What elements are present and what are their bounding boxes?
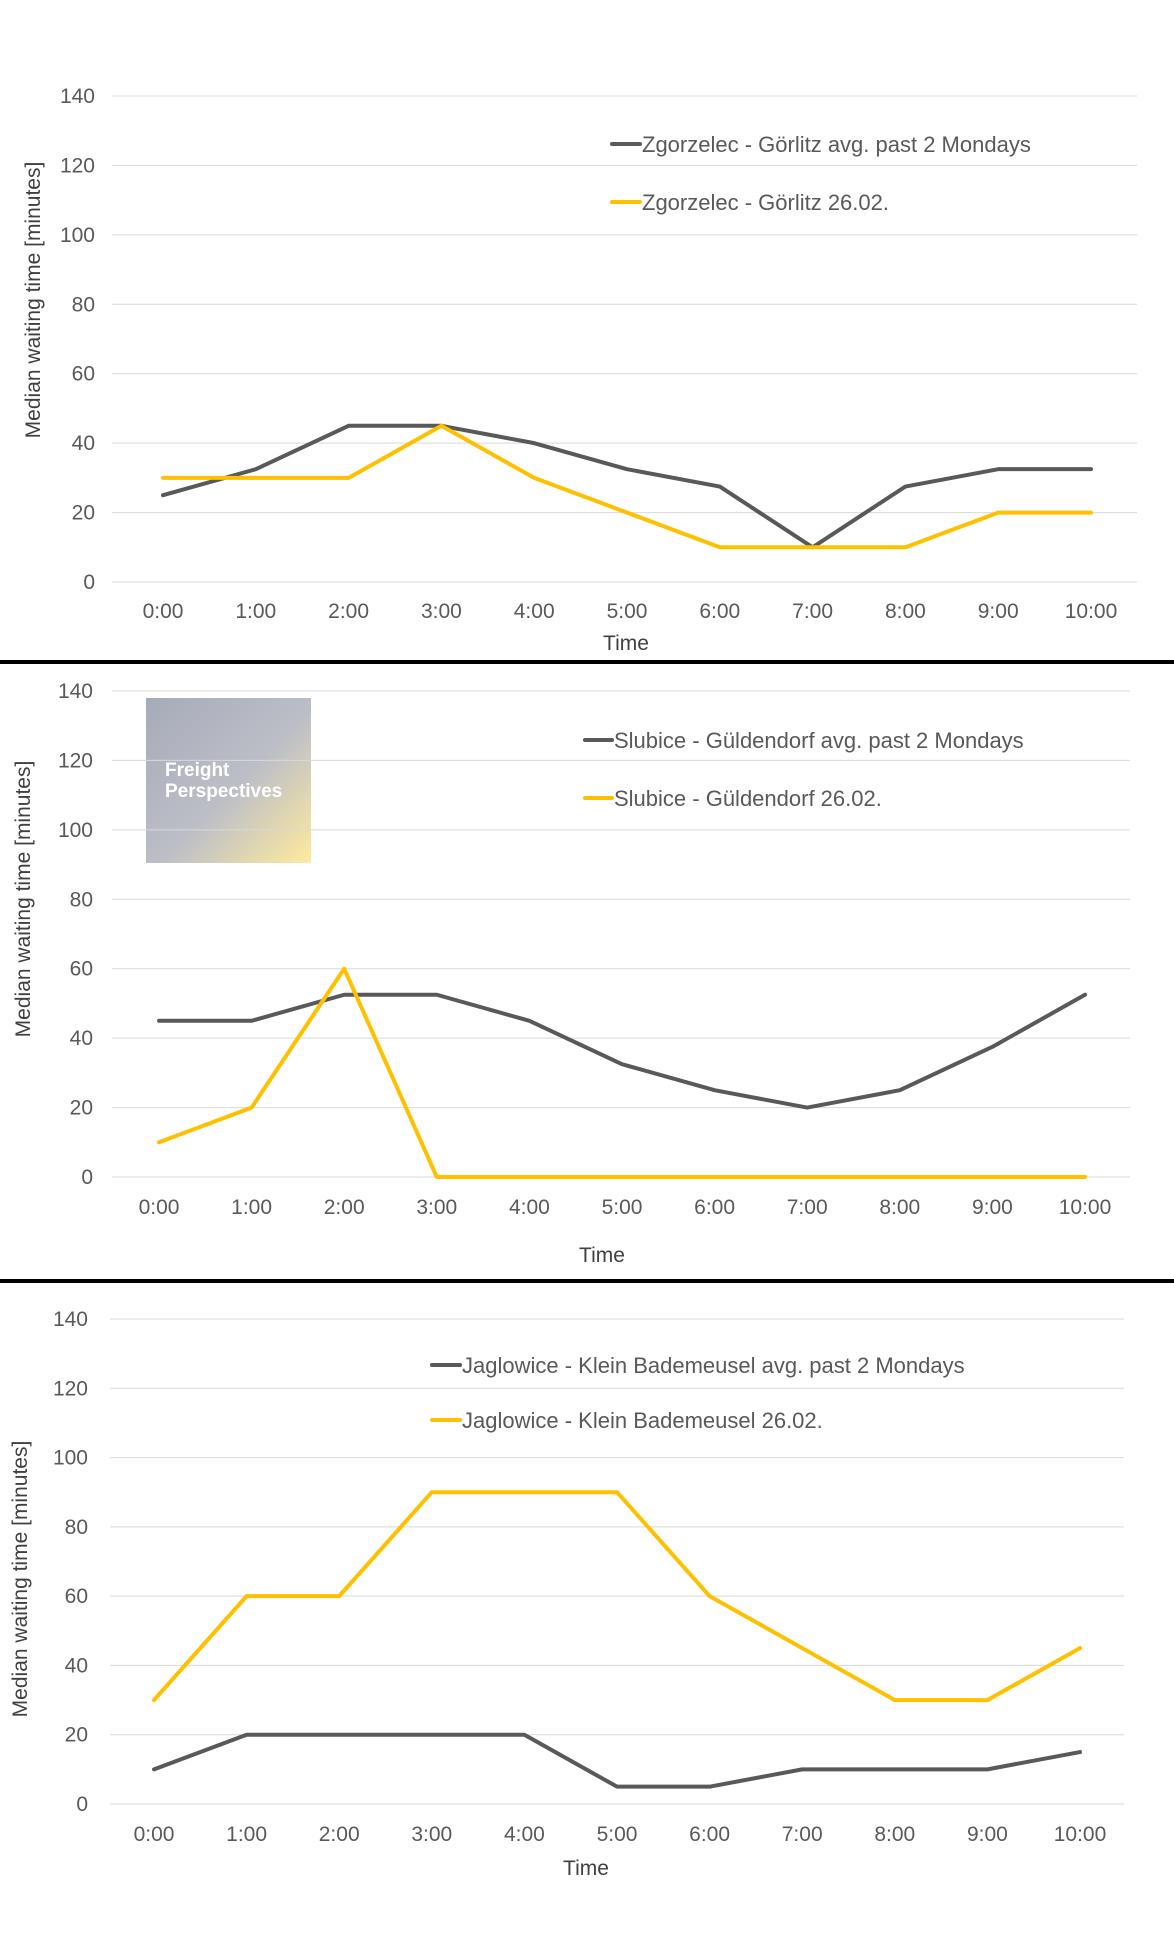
x-tick-label: 8:00 bbox=[874, 1823, 915, 1846]
grid-lines bbox=[112, 95, 1137, 583]
x-tick-label: 5:00 bbox=[607, 600, 648, 623]
series-line-avg bbox=[157, 992, 1087, 1110]
x-tick-label: 2:00 bbox=[319, 1823, 360, 1846]
x-tick-label: 8:00 bbox=[885, 600, 926, 623]
x-tick-label: 10:00 bbox=[1065, 600, 1118, 623]
series-line-date bbox=[161, 423, 1093, 550]
y-tick-label: 60 bbox=[70, 958, 93, 981]
x-axis-title: Time bbox=[603, 632, 649, 655]
x-tick-label: 4:00 bbox=[514, 600, 555, 623]
x-tick-label: 6:00 bbox=[694, 1196, 735, 1219]
x-tick-label: 5:00 bbox=[602, 1196, 643, 1219]
y-tick-label: 140 bbox=[53, 1308, 88, 1331]
x-tick-label: 1:00 bbox=[231, 1196, 272, 1219]
x-tick-label: 0:00 bbox=[134, 1823, 175, 1846]
x-axis-ticks: 0:00 1:00 2:00 3:00 4:00 5:00 6:00 7:00 8:00 9:00… bbox=[139, 1196, 1112, 1219]
y-axis-ticks: 0 20 40 60 80 100 120 140 bbox=[53, 1308, 88, 1816]
x-tick-label: 4:00 bbox=[504, 1823, 545, 1846]
grid-lines bbox=[110, 1318, 1124, 1805]
x-tick-label: 2:00 bbox=[324, 1196, 365, 1219]
line-chart-slubice-gueldendorf: Freight Perspectives 020406080100120140 … bbox=[12, 680, 1130, 1267]
y-tick-label: 80 bbox=[70, 888, 93, 911]
x-tick-label: 6:00 bbox=[699, 600, 740, 623]
legend-label: Slubice - Güldendorf 26.02. bbox=[614, 786, 882, 811]
legend: Slubice - Güldendorf avg. past 2 Mondays… bbox=[583, 728, 1024, 811]
y-tick-label: 80 bbox=[72, 293, 95, 316]
y-tick-label: 60 bbox=[72, 363, 95, 386]
y-axis-title: Median waiting time [minutes] bbox=[12, 761, 35, 1038]
section-divider bbox=[0, 660, 1174, 664]
y-tick-label: 120 bbox=[60, 154, 95, 177]
x-tick-label: 1:00 bbox=[235, 600, 276, 623]
y-tick-label: 100 bbox=[53, 1447, 88, 1470]
x-tick-label: 7:00 bbox=[792, 600, 833, 623]
x-tick-label: 3:00 bbox=[411, 1823, 452, 1846]
y-tick-label: 60 bbox=[65, 1585, 88, 1608]
logo-text-line2: Perspectives bbox=[165, 781, 282, 802]
x-axis-title: Time bbox=[563, 1857, 609, 1880]
y-tick-label: 120 bbox=[53, 1377, 88, 1400]
y-axis-title: Median waiting time [minutes] bbox=[22, 162, 45, 439]
series-lines bbox=[161, 423, 1093, 550]
y-tick-label: 0 bbox=[81, 1166, 93, 1189]
logo-text-line1: Freight bbox=[165, 760, 230, 781]
legend: Jaglowice - Klein Bademeusel avg. past 2… bbox=[430, 1353, 965, 1433]
x-tick-label: 2:00 bbox=[328, 600, 369, 623]
x-axis-ticks: 0:00 1:00 2:00 3:00 4:00 5:00 6:00 7:00 8:00 9:00… bbox=[143, 600, 1118, 623]
y-tick-label: 40 bbox=[72, 432, 95, 455]
legend-label: Jaglowice - Klein Bademeusel avg. past 2… bbox=[462, 1353, 965, 1378]
series-line-date bbox=[152, 1490, 1082, 1703]
series-line-date bbox=[157, 966, 1087, 1179]
y-tick-label: 100 bbox=[58, 819, 93, 842]
freight-perspectives-logo: Freight Perspectives bbox=[146, 698, 311, 863]
x-axis-title: Time bbox=[579, 1244, 625, 1267]
y-tick-label: 120 bbox=[58, 749, 93, 772]
section-divider bbox=[0, 1279, 1174, 1283]
legend: Zgorzelec - Görlitz avg. past 2 Mondays Z… bbox=[610, 132, 1031, 215]
y-axis-ticks: 0 20 40 60 80 100 120 140 bbox=[58, 680, 93, 1189]
x-tick-label: 3:00 bbox=[416, 1196, 457, 1219]
y-tick-label: 40 bbox=[65, 1654, 88, 1677]
y-tick-label: 20 bbox=[65, 1724, 88, 1747]
y-axis-ticks: 0 20 40 60 80 100 120 140 bbox=[60, 85, 95, 594]
series-lines bbox=[157, 966, 1087, 1179]
x-tick-label: 5:00 bbox=[597, 1823, 638, 1846]
y-tick-label: 100 bbox=[60, 224, 95, 247]
y-tick-label: 80 bbox=[65, 1516, 88, 1539]
legend-label: Zgorzelec - Görlitz avg. past 2 Mondays bbox=[642, 132, 1031, 157]
line-chart-jaglowice-klein-bademeusel: 0 20 40 60 80 100 120 140 0:00 1:00 2:00 3:00 4:00 5… bbox=[9, 1308, 1124, 1880]
x-tick-label: 7:00 bbox=[787, 1196, 828, 1219]
x-tick-label: 6:00 bbox=[689, 1823, 730, 1846]
y-tick-label: 0 bbox=[76, 1793, 88, 1816]
y-tick-label: 40 bbox=[70, 1027, 93, 1050]
y-tick-label: 140 bbox=[60, 85, 95, 108]
legend-label: Jaglowice - Klein Bademeusel 26.02. bbox=[462, 1408, 823, 1433]
legend-label: Slubice - Güldendorf avg. past 2 Mondays bbox=[614, 728, 1024, 753]
x-tick-label: 10:00 bbox=[1059, 1196, 1112, 1219]
y-tick-label: 140 bbox=[58, 680, 93, 703]
series-lines bbox=[152, 1490, 1082, 1789]
x-tick-label: 9:00 bbox=[967, 1823, 1008, 1846]
y-tick-label: 20 bbox=[70, 1097, 93, 1120]
x-tick-label: 1:00 bbox=[226, 1823, 267, 1846]
series-line-avg bbox=[152, 1732, 1082, 1789]
x-tick-label: 0:00 bbox=[143, 600, 184, 623]
x-tick-label: 9:00 bbox=[978, 600, 1019, 623]
y-tick-label: 20 bbox=[72, 502, 95, 525]
x-tick-label: 9:00 bbox=[972, 1196, 1013, 1219]
line-chart-zgorzelec-goerlitz: 0 20 40 60 80 100 120 140 0:00 1:00 2:00 3:00 4:00 5… bbox=[22, 85, 1137, 655]
x-tick-label: 4:00 bbox=[509, 1196, 550, 1219]
y-tick-label: 0 bbox=[83, 571, 95, 594]
x-tick-label: 10:00 bbox=[1054, 1823, 1107, 1846]
series-line-avg bbox=[161, 423, 1093, 550]
x-axis-ticks: 0:00 1:00 2:00 3:00 4:00 5:00 6:00 7:00 8:00 9:00… bbox=[134, 1823, 1107, 1846]
x-tick-label: 7:00 bbox=[782, 1823, 823, 1846]
y-axis-title: Median waiting time [minutes] bbox=[9, 1441, 32, 1718]
legend-label: Zgorzelec - Görlitz 26.02. bbox=[642, 190, 889, 215]
x-tick-label: 3:00 bbox=[421, 600, 462, 623]
x-tick-label: 8:00 bbox=[879, 1196, 920, 1219]
x-tick-label: 0:00 bbox=[139, 1196, 180, 1219]
